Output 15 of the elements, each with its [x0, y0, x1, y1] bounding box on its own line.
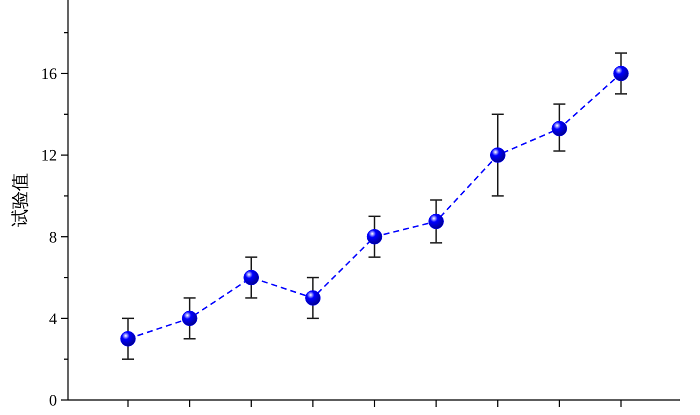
y-tick-label: 4 [49, 310, 57, 328]
point [182, 310, 198, 326]
point [490, 147, 506, 163]
point [120, 331, 136, 347]
y-axis-title: 试验值 [10, 173, 31, 227]
point [428, 214, 444, 230]
point [552, 120, 568, 136]
y-tick-label: 12 [41, 148, 57, 165]
point [366, 228, 382, 244]
y-tick-label: 0 [49, 392, 57, 410]
point [305, 290, 321, 306]
y-tick-label: 8 [49, 229, 57, 246]
y-tick-label: 16 [41, 66, 57, 84]
point [613, 66, 629, 82]
point [244, 270, 259, 286]
